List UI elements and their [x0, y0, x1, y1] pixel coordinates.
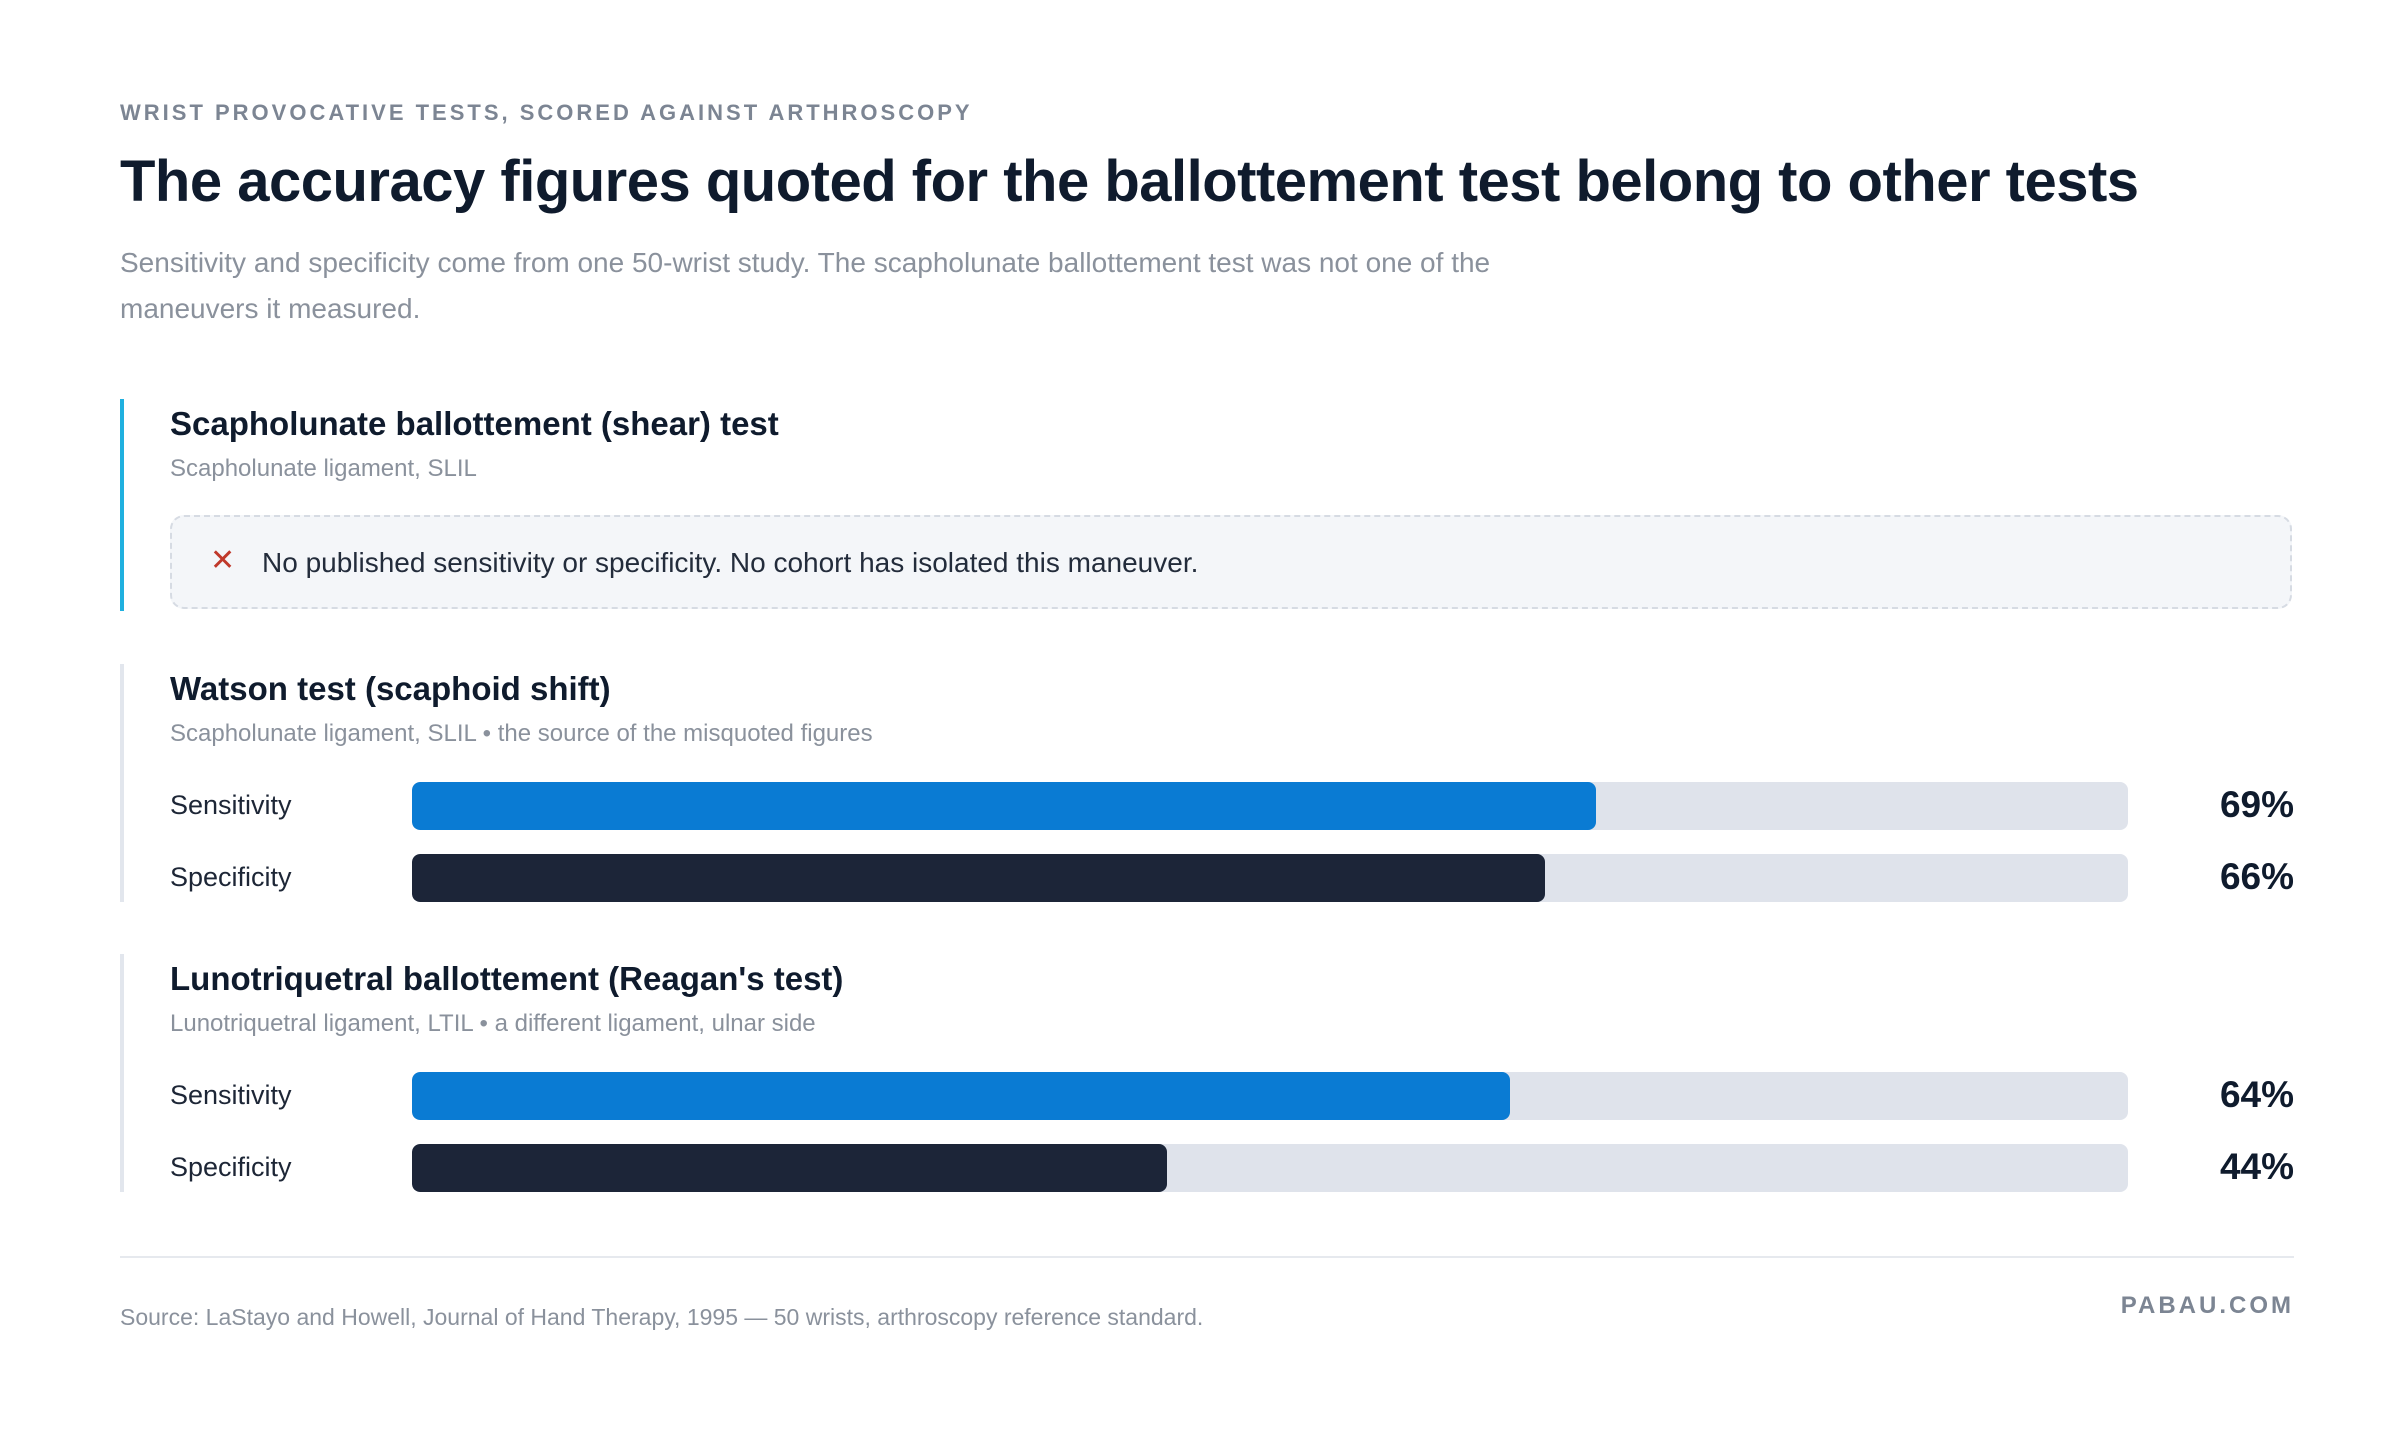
card-rail [120, 954, 124, 1192]
test-meta: Lunotriquetral ligament, LTIL • a differ… [170, 1010, 816, 1037]
bar-value: 66% [2219, 856, 2294, 897]
bar-track [412, 1072, 2128, 1120]
bar-label: Sensitivity [170, 1080, 292, 1110]
source-note: Source: LaStayo and Howell, Journal of H… [120, 1304, 1204, 1330]
bar-row-specificity: Specificity 66% [170, 854, 2294, 902]
test-card-scapholunate-ballottement: Scapholunate ballottement (shear) test S… [120, 399, 2294, 611]
bar-sensitivity [412, 1072, 1511, 1120]
bar-specificity [412, 854, 1545, 902]
bar-track [412, 1144, 2128, 1192]
bar-track [412, 854, 2128, 902]
bar-track [412, 782, 2128, 830]
bar-row-sensitivity: Sensitivity 64% [170, 1072, 2294, 1120]
test-name: Scapholunate ballottement (shear) test [170, 405, 779, 442]
bar-label: Specificity [170, 1152, 292, 1182]
bar-label: Sensitivity [170, 790, 292, 820]
bar-row-sensitivity: Sensitivity 69% [170, 782, 2294, 830]
accent-rail [120, 399, 124, 611]
test-name: Lunotriquetral ballottement (Reagan's te… [170, 960, 844, 997]
bar-value: 44% [2219, 1146, 2294, 1187]
test-card-reagan: Lunotriquetral ballottement (Reagan's te… [120, 954, 2294, 1192]
bar-label: Specificity [170, 862, 292, 892]
subtitle: Sensitivity and specificity come from on… [120, 247, 1491, 324]
no-data-note: ✕ No published sensitivity or specificit… [170, 515, 2292, 609]
footer-divider [120, 1256, 2294, 1258]
test-meta: Scapholunate ligament, SLIL [170, 455, 477, 482]
eyebrow: WRIST PROVOCATIVE TESTS, SCORED AGAINST … [120, 100, 973, 125]
test-name: Watson test (scaphoid shift) [170, 670, 611, 707]
bar-row-specificity: Specificity 44% [170, 1144, 2294, 1192]
brand-logo[interactable]: PABAU.COM [2120, 1292, 2294, 1319]
bar-sensitivity [412, 782, 1597, 830]
test-card-watson: Watson test (scaphoid shift) Scapholunat… [120, 664, 2294, 902]
close-icon: ✕ [210, 544, 236, 577]
no-data-message: No published sensitivity or specificity.… [262, 547, 1199, 578]
test-meta: Scapholunate ligament, SLIL • the source… [170, 720, 873, 747]
bar-value: 69% [2219, 784, 2294, 825]
bar-value: 64% [2219, 1074, 2294, 1115]
bar-specificity [412, 1144, 1168, 1192]
page-title: The accuracy figures quoted for the ball… [120, 149, 2139, 214]
card-rail [120, 664, 124, 902]
